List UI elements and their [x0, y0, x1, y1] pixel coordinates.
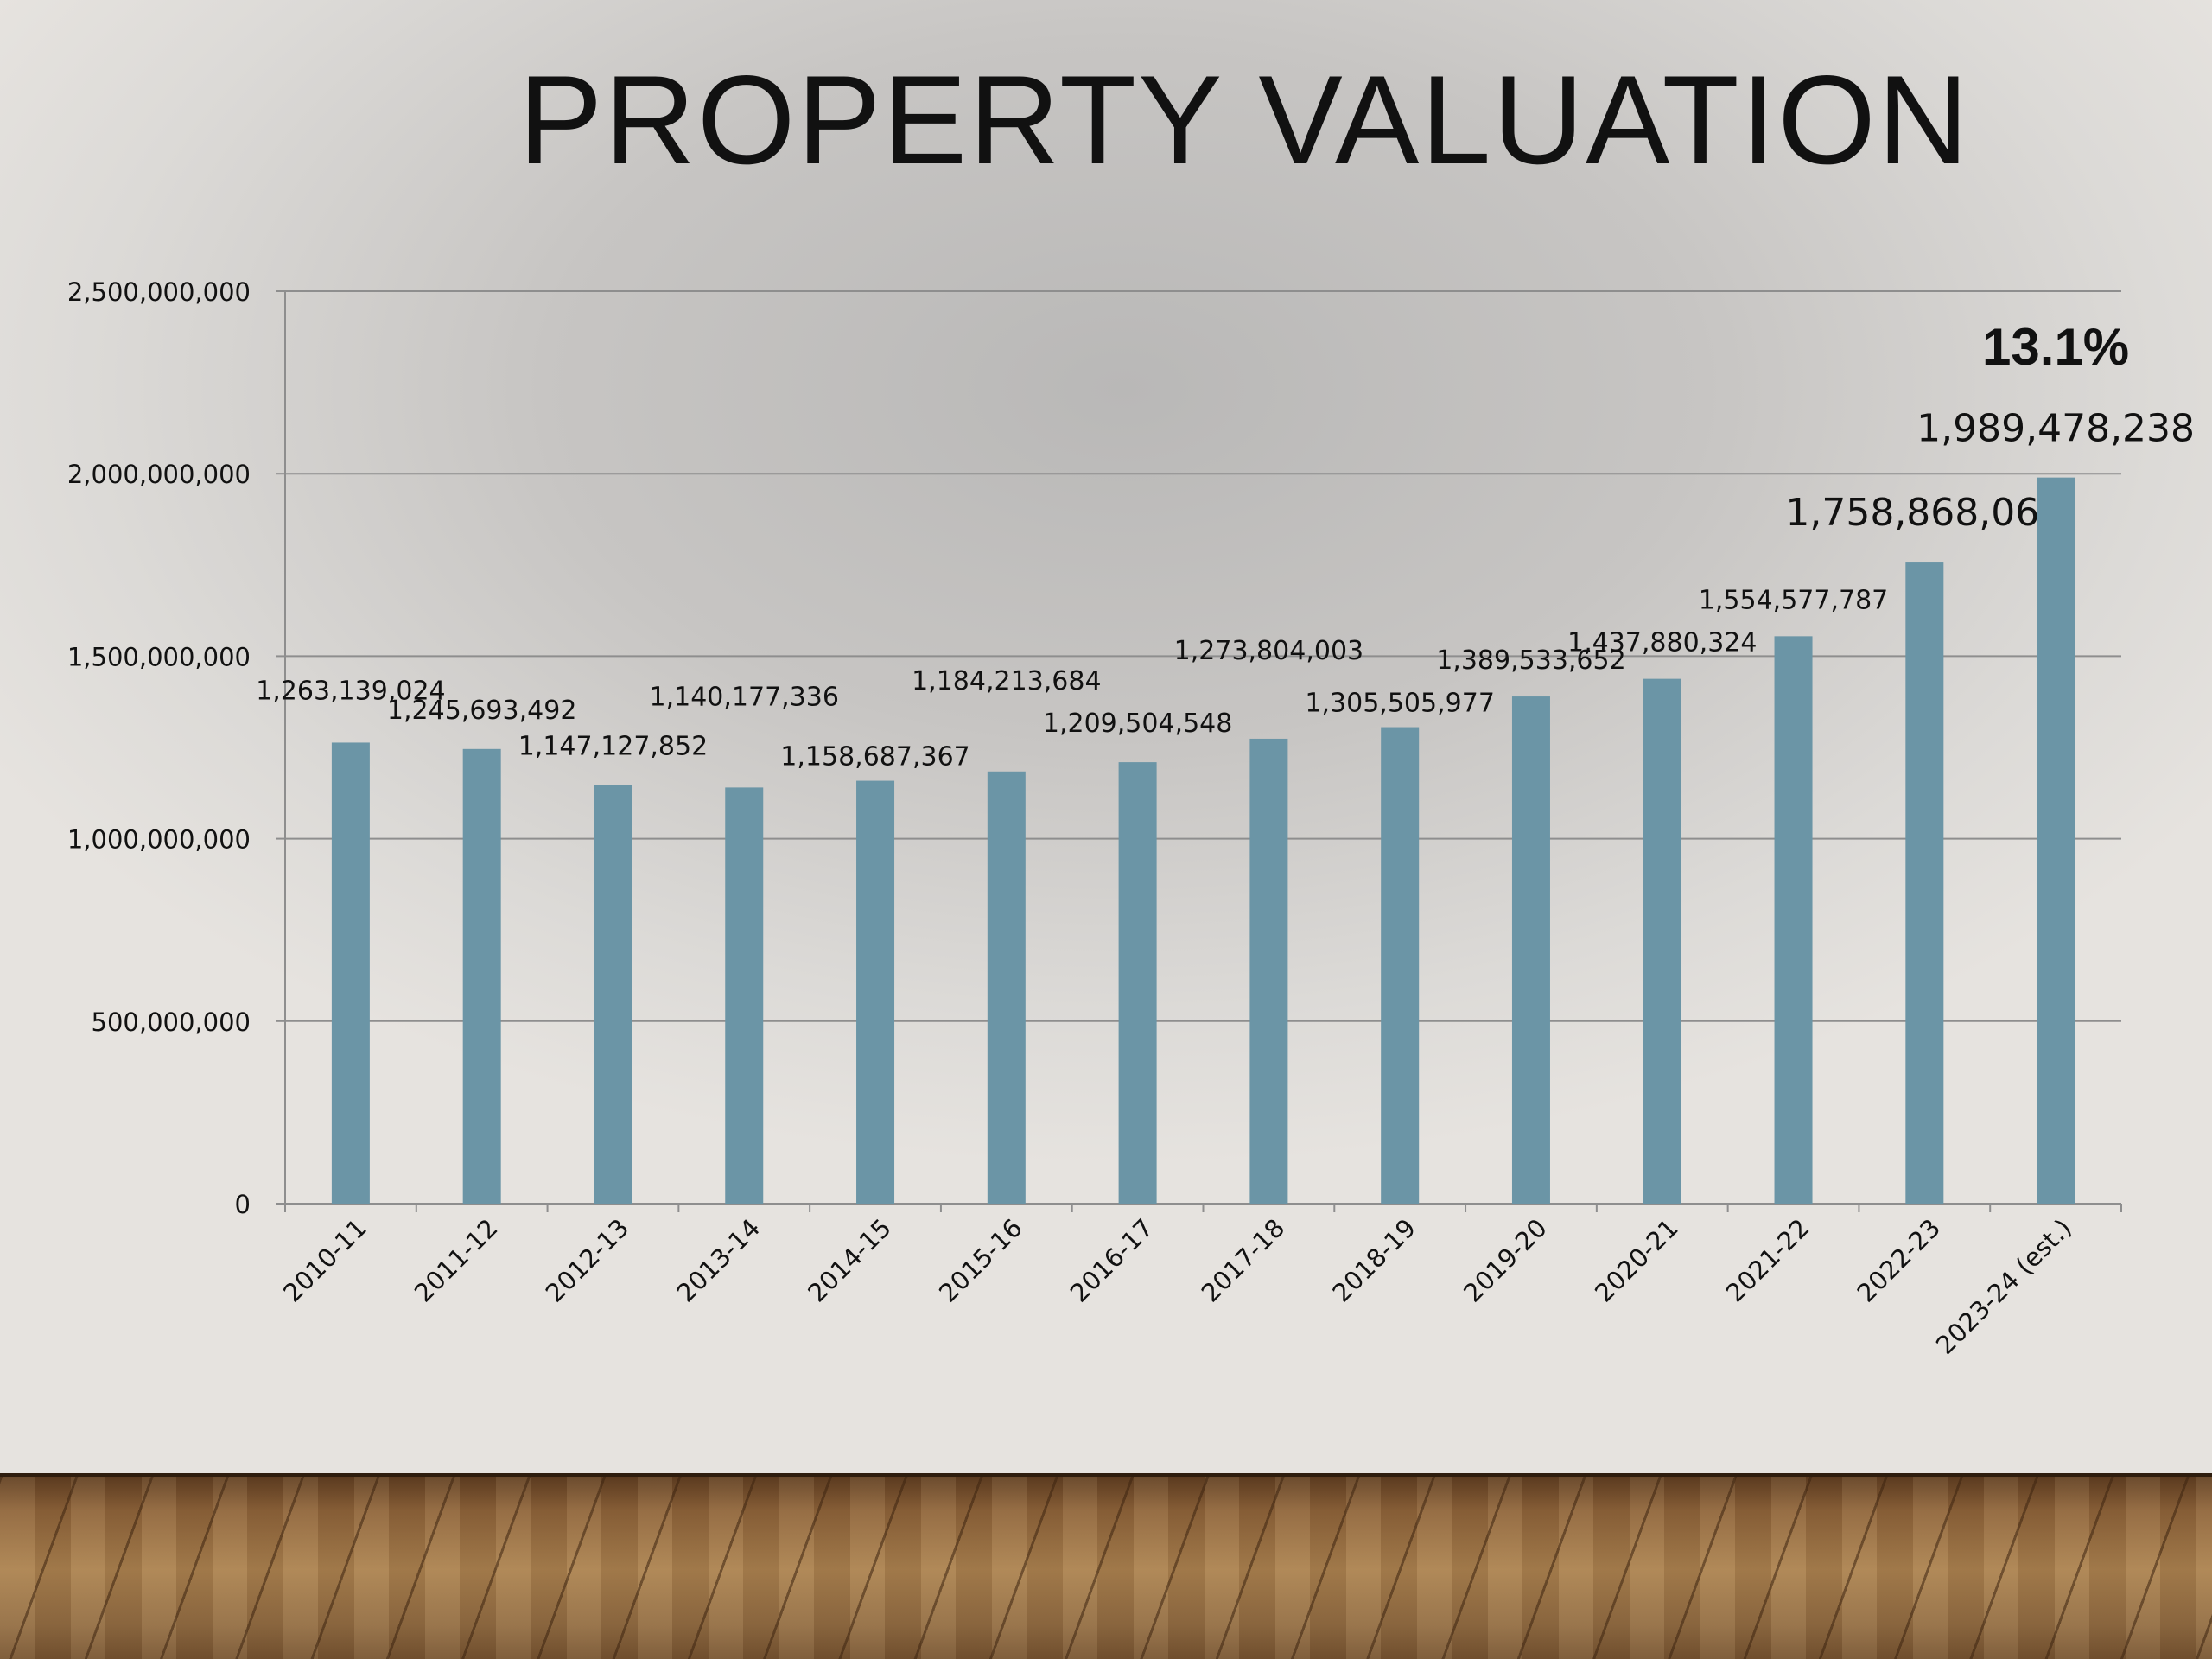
- x-tick-label: 2012-13: [540, 1213, 635, 1308]
- data-label: 1,437,880,324: [1567, 628, 1757, 658]
- y-tick-label: 2,500,000,000: [67, 277, 251, 307]
- bar: [987, 771, 1026, 1204]
- title-container: PROPERTY VALUATION: [518, 48, 1987, 193]
- bar: [1118, 762, 1157, 1204]
- data-label: 1,554,577,787: [1699, 585, 1888, 615]
- y-tick-label: 0: [235, 1190, 251, 1219]
- y-tick-label: 2,000,000,000: [67, 460, 251, 489]
- data-label: 1,389,533,652: [1436, 645, 1625, 676]
- bar: [462, 748, 501, 1204]
- x-tick-label: 2015-16: [933, 1213, 1028, 1308]
- bar: [1774, 636, 1813, 1204]
- x-tick-label: 2010-11: [277, 1213, 372, 1308]
- y-tick-label: 1,000,000,000: [67, 825, 251, 855]
- growth-annotation: 13.1%: [1982, 318, 2129, 376]
- data-label: 1,140,177,336: [650, 682, 839, 712]
- x-tick-label: 2013-14: [671, 1213, 766, 1308]
- x-tick-label: 2021-22: [1720, 1213, 1815, 1308]
- x-tick-label: 2017-18: [1196, 1213, 1291, 1308]
- bar: [725, 787, 764, 1204]
- x-tick-label: 2014-15: [802, 1213, 897, 1308]
- data-label: 1,305,505,977: [1305, 689, 1494, 719]
- wood-floor: [0, 1473, 2212, 1659]
- y-tick-label: 1,500,000,000: [67, 642, 251, 671]
- bar: [2037, 477, 2075, 1204]
- data-label: 1,158,687,367: [780, 742, 969, 772]
- bar-chart: 0 500,000,000 1,000,000,000 1,500,000,000 2,…: [67, 277, 2195, 1360]
- data-label: 1,273,804,003: [1174, 636, 1363, 666]
- data-label: 1,147,127,852: [518, 731, 708, 761]
- x-tick-label: 2011-12: [409, 1213, 504, 1308]
- slide-title: PROPERTY VALUATION: [518, 49, 1971, 190]
- data-label: 1,989,478,238: [1916, 407, 2195, 451]
- x-tick-label: 2020-21: [1589, 1213, 1684, 1308]
- x-tick-label: 2016-17: [1065, 1213, 1160, 1308]
- bar: [1511, 696, 1550, 1204]
- x-tick-label: 2018-19: [1326, 1213, 1421, 1308]
- bar: [1381, 727, 1420, 1204]
- slide-background: [0, 0, 2212, 1473]
- data-label: 1,758,868,062: [1785, 491, 2063, 535]
- data-label: 1,245,693,492: [387, 696, 576, 726]
- bar: [331, 742, 370, 1204]
- x-tick-label: 2023-24 (est.): [1930, 1213, 2077, 1360]
- bar: [1249, 738, 1288, 1204]
- x-tick-label: 2019-20: [1458, 1213, 1553, 1308]
- bar: [856, 780, 895, 1204]
- bar: [594, 785, 632, 1204]
- x-tick-label: 2022-23: [1852, 1213, 1947, 1308]
- data-label: 1,184,213,684: [912, 666, 1101, 696]
- bar: [1905, 562, 1944, 1204]
- data-label: 1,209,504,548: [1043, 709, 1232, 739]
- y-tick-label: 500,000,000: [92, 1007, 251, 1037]
- data-label: 1,263,139,024: [256, 676, 445, 706]
- bar: [1643, 678, 1681, 1204]
